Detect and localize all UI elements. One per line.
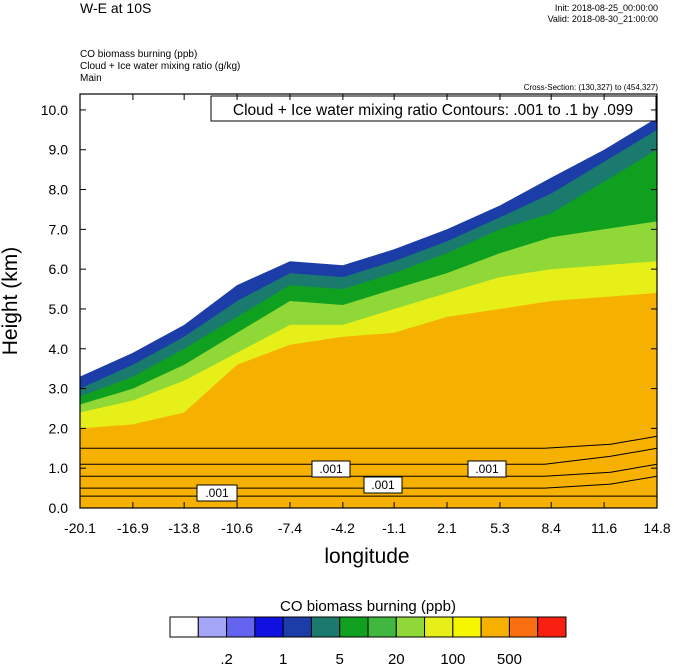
colorbar-label: 1 (279, 651, 287, 667)
y-tick-label: 1.0 (49, 460, 69, 476)
x-tick-label: -16.9 (117, 520, 149, 536)
colorbar-swatch (452, 616, 482, 638)
colorbar-swatch (339, 616, 369, 638)
plot-frame (79, 93, 658, 509)
colorbar-swatch (395, 616, 426, 638)
x-tick-label: 8.4 (541, 520, 561, 536)
colorbar-swatch (367, 616, 397, 638)
y-axis-label: Height (km) (0, 247, 22, 356)
y-axis: 0.0 1.0 2.0 3.0 4.0 5.0 6.0 7.0 8.0 9.0 10.0 (41, 102, 657, 516)
contour-label-box (363, 476, 403, 494)
contour-label-box (311, 460, 351, 478)
x-tick-label: -20.1 (64, 520, 96, 536)
y-tick-label: 9.0 (49, 142, 69, 158)
colorbar-swatch (282, 616, 312, 638)
x-axis: -20.1 -16.9 -13.8 -10.6 -7.4 -4.2 -1.1 2.1 5.3 8.… (64, 94, 671, 536)
y-tick-label: 10.0 (41, 102, 68, 118)
cloud-ice-contour-labels: .001 .001 .001 .001 (196, 460, 507, 502)
colorbar-label: 5 (336, 651, 344, 667)
contour-label: .001 (205, 486, 229, 500)
x-tick-label: 2.1 (437, 520, 457, 536)
valid-time: Valid: 2018-08-30_21:00:00 (547, 14, 658, 24)
concentration-bands (80, 117, 657, 508)
x-tick-label: 11.6 (591, 520, 617, 536)
contour-label-box (196, 484, 238, 502)
concentration-band (80, 293, 657, 508)
colorbar-swatch (424, 616, 454, 638)
colorbar-title: CO biomass burning (ppb) (280, 598, 456, 615)
contour-title-box: Cloud + Ice water mixing ratio Contours:… (210, 95, 657, 122)
field-description-main: Main (80, 73, 102, 84)
colorbar-swatch (508, 616, 539, 638)
y-tick-label: 4.0 (49, 341, 69, 357)
init-time: Init: 2018-08-25_00:00:00 (554, 3, 658, 13)
colorbar-label: .2 (220, 651, 233, 667)
isoline (80, 435, 657, 449)
y-tick-label: 7.0 (49, 221, 69, 237)
colorbar: .2 1 5 20 100 500 (169, 616, 567, 667)
x-tick-label: 14.8 (643, 520, 670, 536)
contour-label: .001 (475, 462, 499, 476)
isoline (80, 463, 657, 477)
x-tick-label: -1.1 (382, 520, 406, 536)
colorbar-swatch (310, 616, 341, 638)
field-description-co: CO biomass burning (ppb) (80, 49, 198, 60)
contour-label: .001 (319, 462, 343, 476)
colorbar-swatch (480, 616, 510, 638)
contour-label: .001 (371, 478, 395, 492)
colorbar-label: 500 (497, 651, 522, 667)
contour-title: Cloud + Ice water mixing ratio Contours:… (233, 102, 633, 119)
chart-title: W-E at 10S (80, 0, 152, 16)
x-tick-label: -13.8 (168, 520, 200, 536)
y-tick-label: 8.0 (49, 182, 69, 198)
x-tick-label: -10.6 (221, 520, 253, 536)
y-tick-label: 3.0 (49, 381, 69, 397)
y-tick-label: 5.0 (49, 301, 69, 317)
cross-section-label: Cross-Section: (130,327) to (454,327) (523, 83, 658, 92)
x-tick-label: 5.3 (490, 520, 510, 536)
isoline (80, 447, 657, 465)
contour-label-box (467, 460, 507, 478)
x-tick-label: -7.4 (278, 520, 302, 536)
x-axis-label: longitude (324, 545, 409, 568)
field-description-cloud: Cloud + Ice water mixing ratio (g/kg) (80, 61, 241, 72)
x-tick-label: -4.2 (331, 520, 355, 536)
colorbar-swatch (197, 616, 228, 638)
colorbar-label: 100 (440, 651, 465, 667)
y-tick-label: 0.0 (49, 500, 69, 516)
y-tick-label: 2.0 (49, 420, 69, 436)
colorbar-swatch (537, 616, 567, 638)
colorbar-swatch (254, 616, 284, 638)
colorbar-label: 20 (388, 651, 405, 667)
y-tick-label: 6.0 (49, 261, 69, 277)
colorbar-swatch (226, 616, 256, 638)
colorbar-swatch (169, 616, 199, 638)
